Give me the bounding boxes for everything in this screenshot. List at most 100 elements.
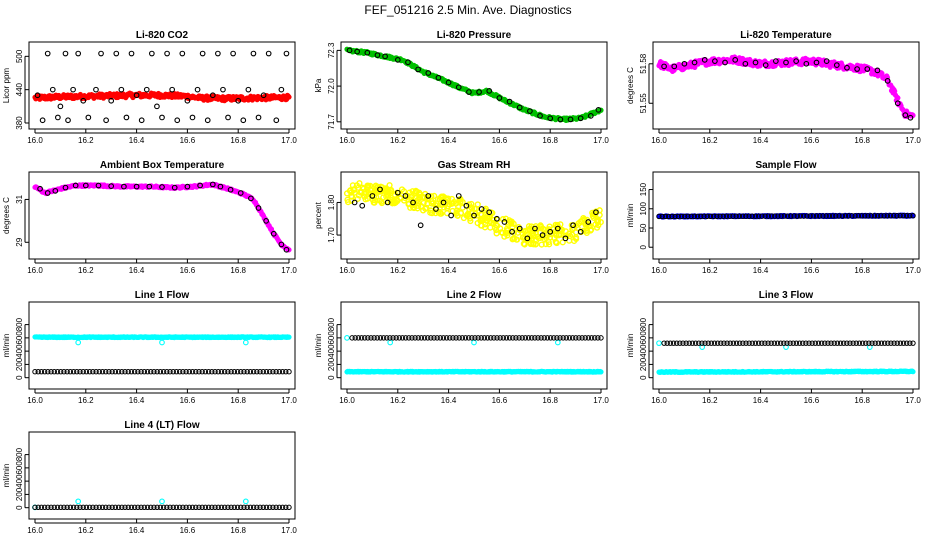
data-point (910, 212, 916, 219)
data-point (143, 86, 150, 93)
data-point (154, 504, 160, 511)
x-tick-label: 16.8 (230, 396, 246, 405)
data-point (270, 504, 276, 511)
x-tick-label: 16.2 (390, 266, 406, 275)
data-point (547, 335, 554, 341)
data-point (721, 340, 727, 346)
data-point (250, 50, 257, 57)
data-point (817, 213, 823, 219)
data-point (582, 227, 590, 234)
data-point (737, 340, 743, 346)
data-point (455, 203, 462, 210)
data-point (225, 504, 231, 511)
x-tick-label: 16.2 (390, 136, 406, 145)
data-point (421, 335, 428, 341)
data-point (803, 60, 810, 67)
data-point (585, 335, 592, 341)
data-point (49, 86, 56, 93)
data-point (547, 115, 554, 122)
data-point (489, 209, 496, 217)
data-point (286, 94, 292, 100)
data-point (797, 213, 804, 219)
data-point (180, 369, 186, 375)
data-point (196, 369, 202, 375)
data-point (888, 340, 894, 346)
data-point (62, 184, 69, 191)
x-tick-label: 16.8 (854, 136, 870, 145)
data-point (864, 66, 871, 72)
data-point (472, 335, 478, 341)
data-layer (32, 50, 292, 124)
data-point (519, 230, 526, 237)
data-point (768, 340, 774, 346)
data-point (65, 117, 71, 124)
data-point (474, 201, 481, 208)
data-point (45, 504, 51, 511)
data-point (591, 335, 598, 341)
data-layer (32, 181, 292, 253)
data-point (884, 78, 891, 84)
data-point (866, 340, 872, 346)
data-point (86, 504, 93, 511)
data-point (868, 213, 874, 219)
data-point (874, 67, 881, 74)
data-point (579, 335, 585, 341)
data-point (762, 62, 769, 68)
y-tick-label: 200 (15, 487, 24, 501)
panel-5: Gas Stream RH percent 16.0 16.2 16.4 16.6 16.8… (314, 160, 609, 275)
data-point (90, 369, 96, 375)
x-tick-label: 17.0 (281, 136, 297, 145)
data-point (765, 213, 772, 219)
data-point (93, 369, 99, 375)
data-point (235, 97, 242, 104)
panel-title: Li-820 CO2 (136, 30, 189, 41)
data-point (141, 369, 148, 375)
data-point (727, 213, 733, 219)
data-point (701, 213, 707, 220)
data-point (812, 340, 819, 346)
x-tick-label: 16.0 (27, 266, 43, 275)
data-point (346, 47, 353, 54)
data-point (794, 213, 800, 219)
data-point (537, 113, 543, 119)
data-point (513, 335, 519, 341)
data-point (598, 335, 604, 341)
data-point (894, 340, 900, 346)
y-tick-label: 0 (327, 375, 336, 380)
y-tick-label: 400 (639, 344, 648, 358)
data-point (202, 369, 209, 375)
y-tick-label: 800 (15, 447, 24, 461)
data-layer (656, 340, 916, 375)
data-point (164, 50, 170, 57)
data-point (440, 335, 447, 341)
data-point (135, 504, 141, 511)
data-point (369, 193, 376, 199)
data-point (498, 229, 505, 236)
x-tick-label: 17.0 (905, 136, 921, 145)
y-tick-label: 51.55 (639, 93, 648, 114)
series-sparse (661, 56, 914, 121)
data-point (241, 369, 247, 375)
data-point (661, 340, 667, 346)
data-point (712, 58, 718, 65)
data-point (885, 340, 891, 346)
data-point (557, 116, 564, 123)
data-point (569, 335, 576, 341)
data-point (391, 200, 398, 207)
data-point (473, 212, 481, 219)
data-point (61, 369, 67, 375)
y-tick-label: 72.3 (327, 42, 336, 58)
data-point (752, 340, 759, 346)
data-point (664, 340, 670, 346)
data-point (193, 504, 199, 511)
x-tick-label: 16.0 (27, 526, 43, 535)
data-point (587, 113, 594, 119)
data-point (752, 59, 759, 66)
data-point (718, 340, 724, 346)
data-point (465, 210, 472, 217)
data-point (445, 195, 452, 202)
data-layer (656, 54, 916, 121)
data-point (538, 335, 544, 341)
data-point (691, 213, 698, 220)
x-tick-label: 16.4 (441, 266, 457, 275)
